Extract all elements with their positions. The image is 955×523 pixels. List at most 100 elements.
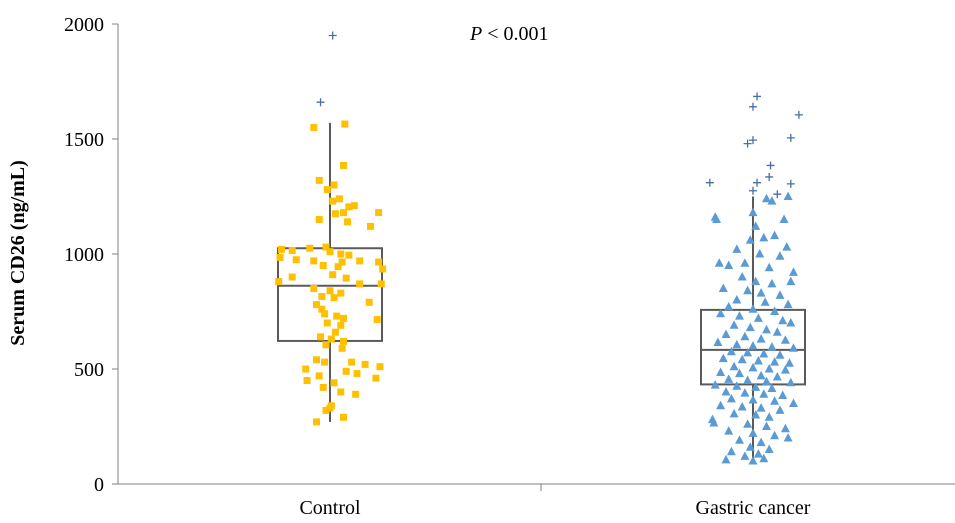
data-point-square <box>323 319 331 327</box>
y-axis-ticks: 0 500 1000 1500 2000 <box>64 14 118 496</box>
p-value-text: < 0.001 <box>482 23 548 45</box>
data-point-square <box>337 321 345 329</box>
data-point-triangle <box>751 382 761 391</box>
data-point-triangle <box>737 354 747 364</box>
data-point-square <box>292 256 300 264</box>
data-point-square <box>345 203 353 211</box>
data-point-triangle <box>762 193 771 203</box>
data-point-square <box>288 247 296 255</box>
data-point-square <box>331 328 339 336</box>
data-point-triangle <box>764 262 774 272</box>
y-tick-label: 500 <box>74 359 104 381</box>
y-axis-title: Serum CD26 (ng/mL) <box>7 160 29 346</box>
data-point-triangle <box>783 191 793 200</box>
x-tick-label: Gastric cancer <box>696 497 811 519</box>
data-point-square <box>375 258 383 266</box>
data-point-triangle <box>759 389 769 398</box>
data-point-square <box>310 257 318 265</box>
outlier-marker <box>765 172 774 181</box>
data-point-square <box>356 257 364 265</box>
data-points <box>275 120 798 465</box>
data-point-square <box>315 176 323 184</box>
data-point-triangle <box>735 435 744 444</box>
data-point-triangle <box>724 301 734 311</box>
data-point-square <box>275 278 283 286</box>
data-point-square <box>321 358 329 366</box>
data-point-triangle <box>782 242 792 251</box>
data-point-square <box>306 244 314 252</box>
data-point-triangle <box>748 428 758 437</box>
data-point-triangle <box>764 444 774 453</box>
data-point-triangle <box>718 283 728 292</box>
data-point-square <box>310 124 318 131</box>
outlier-marker <box>773 190 782 199</box>
data-point-triangle <box>748 207 758 217</box>
data-point-triangle <box>751 410 761 419</box>
data-point-triangle <box>748 456 758 465</box>
data-point-triangle <box>772 327 782 336</box>
data-point-triangle <box>756 288 766 297</box>
data-point-square <box>379 265 387 273</box>
data-point-triangle <box>762 421 771 430</box>
data-point-square <box>340 161 347 169</box>
data-point-triangle <box>748 341 758 350</box>
data-point-square <box>337 289 345 297</box>
data-point-square <box>342 367 350 375</box>
data-point-square <box>326 287 334 295</box>
data-point-triangle <box>716 308 726 318</box>
data-point-triangle <box>721 387 731 396</box>
data-point-triangle <box>735 311 744 320</box>
data-point-square <box>348 358 356 366</box>
data-point-triangle <box>778 390 788 399</box>
data-point-square <box>340 314 347 322</box>
x-tick-label: Control <box>299 497 361 519</box>
data-point-triangle <box>770 230 780 240</box>
data-point-triangle <box>764 412 774 421</box>
data-point-triangle <box>743 285 753 295</box>
data-point-triangle <box>732 339 742 349</box>
data-point-square <box>313 301 320 309</box>
x-axis-labels: Control Gastric cancer <box>299 497 810 519</box>
data-point-triangle <box>764 364 774 373</box>
data-point-triangle <box>770 357 780 366</box>
data-point-triangle <box>762 376 771 386</box>
outlier-marker <box>753 178 762 187</box>
data-point-triangle <box>759 349 769 358</box>
data-point-triangle <box>767 196 777 205</box>
data-point-triangle <box>732 244 742 253</box>
data-point-triangle <box>740 331 750 341</box>
data-point-triangle <box>767 342 777 351</box>
y-tick-label: 2000 <box>64 14 104 36</box>
data-point-triangle <box>753 355 763 365</box>
data-point-square <box>315 216 323 223</box>
data-point-square <box>322 243 330 251</box>
data-point-triangle <box>724 426 734 435</box>
data-point-triangle <box>713 337 723 347</box>
data-point-triangle <box>743 375 753 384</box>
outlier-marker <box>794 110 803 119</box>
data-point-square <box>338 344 346 352</box>
data-point-triangle <box>753 313 763 322</box>
data-point-triangle <box>732 381 742 390</box>
outlier-marker <box>316 98 325 107</box>
data-point-triangle <box>748 362 758 372</box>
data-point-triangle <box>726 446 736 456</box>
y-tick-label: 1000 <box>64 244 104 266</box>
data-point-square <box>377 280 385 288</box>
data-point-triangle <box>737 401 747 411</box>
data-point-square <box>319 262 327 269</box>
data-point-triangle <box>740 451 750 460</box>
data-point-triangle <box>783 299 793 309</box>
data-point-square <box>352 390 360 398</box>
data-point-square <box>344 218 352 226</box>
p-value-symbol: P <box>469 23 482 45</box>
data-point-square <box>317 333 325 341</box>
data-point-triangle <box>759 232 769 242</box>
data-point-square <box>376 363 384 371</box>
data-point-triangle <box>767 278 777 288</box>
data-point-triangle <box>778 315 788 325</box>
data-point-square <box>329 271 337 279</box>
data-point-triangle <box>780 423 790 433</box>
data-point-square <box>373 316 381 324</box>
data-point-triangle <box>775 290 785 299</box>
